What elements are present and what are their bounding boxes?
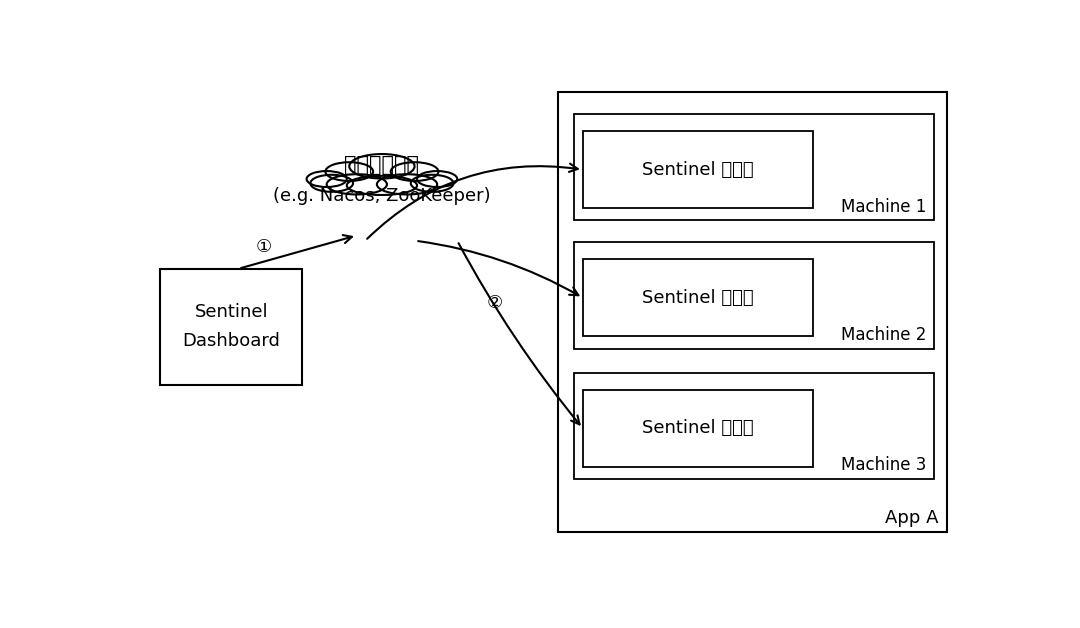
- Bar: [575, 114, 934, 220]
- Text: Sentinel 客户端: Sentinel 客户端: [643, 420, 754, 437]
- Ellipse shape: [307, 171, 347, 187]
- Bar: [160, 269, 302, 385]
- Text: Sentinel 客户端: Sentinel 客户端: [643, 161, 754, 178]
- Text: ②: ②: [487, 294, 503, 311]
- Ellipse shape: [417, 171, 457, 187]
- Bar: [575, 242, 934, 349]
- Text: Sentinel: Sentinel: [194, 303, 268, 322]
- Ellipse shape: [325, 162, 373, 181]
- Text: Machine 3: Machine 3: [840, 457, 926, 474]
- Text: ①: ①: [256, 238, 272, 256]
- Bar: [583, 259, 813, 337]
- Bar: [557, 92, 947, 533]
- Ellipse shape: [377, 174, 437, 195]
- Text: Machine 2: Machine 2: [840, 326, 926, 344]
- Text: Dashboard: Dashboard: [183, 332, 280, 350]
- Bar: [583, 389, 813, 467]
- Ellipse shape: [410, 175, 454, 192]
- Text: Sentinel 客户端: Sentinel 客户端: [643, 289, 754, 307]
- Bar: [583, 131, 813, 208]
- Text: Machine 1: Machine 1: [840, 198, 926, 215]
- Bar: [575, 373, 934, 479]
- Text: App A: App A: [885, 509, 939, 528]
- Ellipse shape: [349, 154, 415, 178]
- Ellipse shape: [310, 175, 353, 192]
- Text: (e.g. Nacos, ZooKeeper): (e.g. Nacos, ZooKeeper): [273, 187, 490, 205]
- Text: 远程配置中心: 远程配置中心: [345, 155, 419, 175]
- Ellipse shape: [347, 176, 417, 195]
- Ellipse shape: [326, 174, 387, 195]
- Ellipse shape: [391, 162, 438, 181]
